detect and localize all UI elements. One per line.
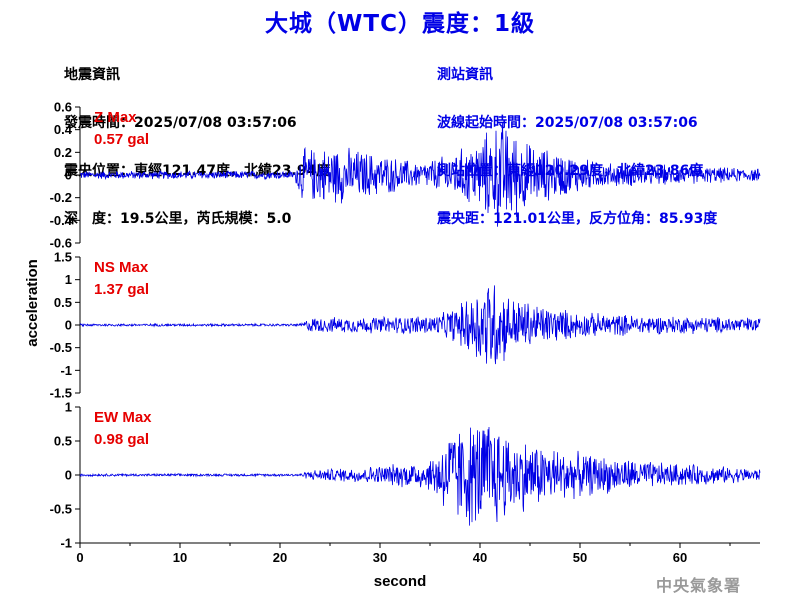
y-tick-label: -0.5 (50, 340, 72, 355)
y-tick-label: 0 (65, 318, 72, 333)
wave-start-time: 波線起始時間：2025/07/08 03:57:06 (437, 115, 698, 131)
y-tick-label: -1.5 (50, 386, 72, 401)
earthquake-info-heading: 地震資訊 (64, 67, 120, 83)
max-label-z: Z Max (94, 109, 137, 126)
y-tick-label: 0.5 (54, 434, 72, 449)
y-tick-label: 0.2 (54, 145, 72, 160)
depth-magnitude: 深 度：19.5公里，芮氏規模：5.0 (64, 211, 292, 227)
origin-time: 發震時間：2025/07/08 03:57:06 (64, 115, 297, 131)
y-tick-label: 0.4 (54, 122, 73, 137)
y-tick-label: 0 (65, 468, 72, 483)
y-tick-label: 0.5 (54, 295, 72, 310)
page-title: 大城（WTC）震度：1級 (265, 11, 535, 37)
y-tick-label: -1 (60, 363, 72, 378)
earthquake-info: 地震資訊 發震時間：2025/07/08 03:57:06 震央位置：東經121… (64, 35, 330, 243)
trace-ns (79, 285, 761, 365)
max-label-ew: EW Max (94, 409, 152, 426)
y-tick-label: 1.5 (54, 250, 72, 265)
y-tick-label: 1 (65, 272, 72, 287)
y-tick-label: 0.6 (54, 100, 72, 115)
x-tick-label: 0 (76, 550, 83, 565)
trace-ew (79, 427, 761, 526)
x-tick-label: 50 (573, 550, 587, 565)
y-tick-label: 0 (65, 168, 72, 183)
max-value-ns: 1.37 gal (94, 281, 149, 298)
y-tick-label: -1 (60, 536, 72, 551)
x-axis-title: second (374, 573, 427, 590)
y-tick-label: -0.4 (50, 213, 73, 228)
y-tick-label: -0.6 (50, 236, 72, 251)
x-tick-label: 60 (673, 550, 687, 565)
max-label-ns: NS Max (94, 259, 149, 276)
y-tick-label: -0.5 (50, 502, 72, 517)
trace-z (79, 122, 761, 227)
epicentral-distance: 震央距：121.01公里，反方位角：85.93度 (437, 211, 718, 227)
x-tick-label: 10 (173, 550, 187, 565)
x-tick-label: 20 (273, 550, 287, 565)
max-value-ew: 0.98 gal (94, 431, 149, 448)
x-tick-label: 40 (473, 550, 487, 565)
max-value-z: 0.57 gal (94, 131, 149, 148)
y-tick-label: 1 (65, 400, 72, 415)
x-tick-label: 30 (373, 550, 387, 565)
y-tick-label: -0.2 (50, 190, 72, 205)
station-info-heading: 測站資訊 (437, 67, 493, 83)
y-axis-title: acceleration (24, 259, 41, 347)
agency-watermark: 中央氣象署 (656, 576, 742, 595)
